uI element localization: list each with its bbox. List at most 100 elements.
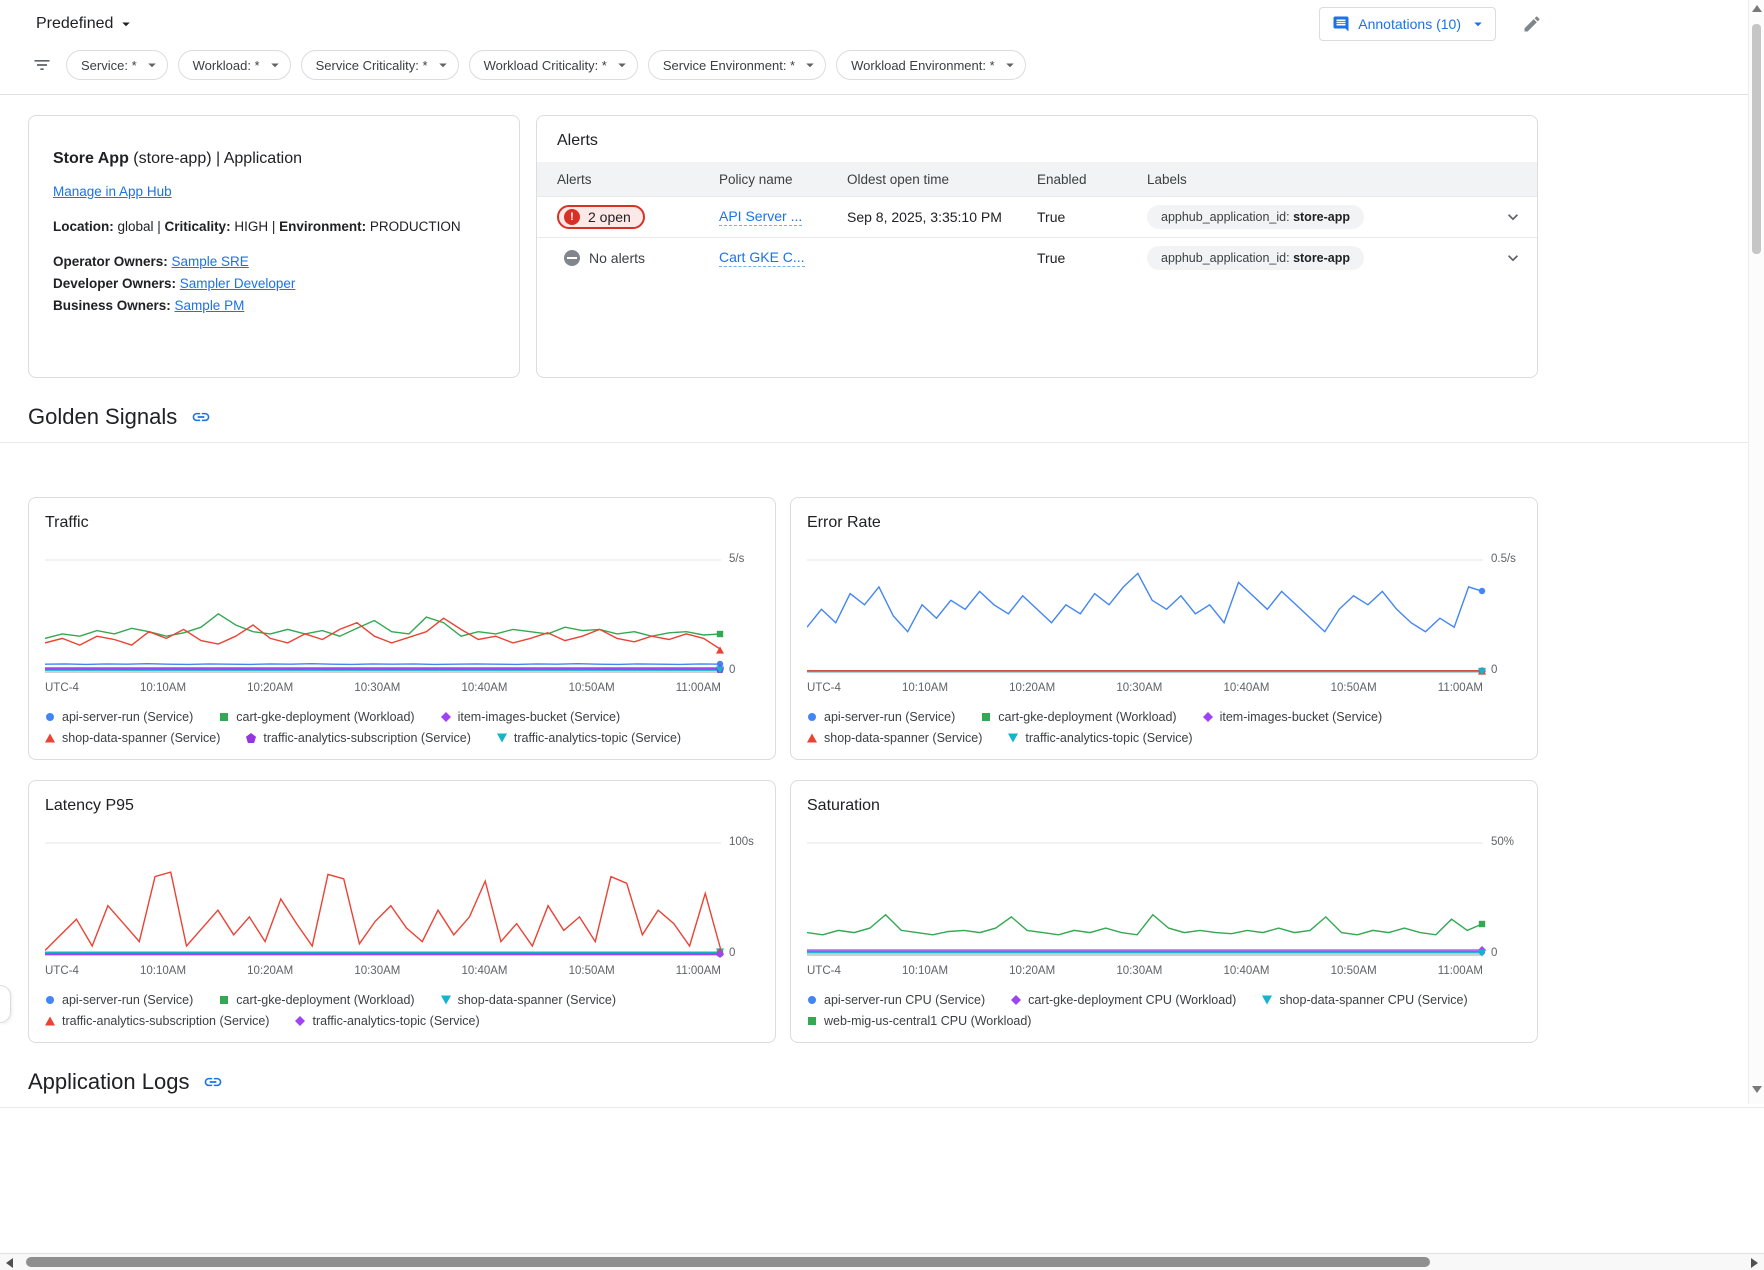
scroll-right-arrow[interactable] <box>1751 1258 1758 1268</box>
alerts-table-row[interactable]: No alerts Cart GKE C... True apphub_applica… <box>537 237 1537 278</box>
legend-label: shop-data-spanner (Service) <box>457 993 617 1007</box>
filter-chip-3[interactable]: Workload Criticality: * <box>468 50 638 80</box>
legend-item[interactable]: traffic-analytics-topic (Service) <box>496 731 682 745</box>
owner-line: Developer Owners: Sampler Developer <box>53 273 495 295</box>
legend-item[interactable]: cart-gke-deployment (Workload) <box>981 710 1177 724</box>
label-chip[interactable]: apphub_application_id: store-app <box>1147 205 1365 229</box>
alerts-table-row[interactable]: ! 2 open API Server ... Sep 8, 2025, 3:35:1… <box>537 196 1537 237</box>
panel-edge-handle[interactable] <box>0 985 11 1023</box>
legend-label: api-server-run (Service) <box>824 710 956 724</box>
legend-item[interactable]: api-server-run (Service) <box>45 993 193 1007</box>
filter-chip-2[interactable]: Service Criticality: * <box>300 50 459 80</box>
link-icon[interactable] <box>191 407 211 427</box>
filter-chip-label: Service Criticality: * <box>315 57 428 73</box>
application-logs-title: Application Logs <box>28 1069 190 1094</box>
legend-item[interactable]: cart-gke-deployment (Workload) <box>219 993 415 1007</box>
manage-app-hub-link[interactable]: Manage in App Hub <box>53 184 172 199</box>
owner-link[interactable]: Sample PM <box>174 298 245 313</box>
predefined-dropdown[interactable]: Predefined <box>36 15 135 33</box>
alerts-table-body: ! 2 open API Server ... Sep 8, 2025, 3:35:1… <box>537 196 1537 278</box>
chevron-down-icon <box>1005 63 1014 68</box>
golden-signals-charts: Traffic 5/s 0 UTC-4 10:10AM 10:20AM 10:30AM 10:… <box>28 497 1764 1043</box>
legend-item[interactable]: traffic-analytics-topic (Service) <box>1008 731 1193 745</box>
legend-item[interactable]: cart-gke-deployment CPU (Workload) <box>1011 993 1236 1007</box>
x-axis-labels: UTC-4 10:10AM 10:20AM 10:30AM 10:40AM 10:50AM… <box>807 682 1483 694</box>
legend-label: cart-gke-deployment CPU (Workload) <box>1028 993 1237 1007</box>
owner-link[interactable]: Sampler Developer <box>179 276 296 291</box>
vertical-scrollbar[interactable] <box>1748 0 1764 1104</box>
legend-label: cart-gke-deployment (Workload) <box>236 710 415 724</box>
legend-item[interactable]: shop-data-spanner (Service) <box>440 993 617 1007</box>
alerts-table-header: Alerts Policy name Oldest open time Enabled… <box>537 162 1537 196</box>
chart-plot[interactable] <box>807 548 1486 678</box>
legend-item[interactable]: item-images-bucket (Service) <box>440 710 620 724</box>
filter-chip-5[interactable]: Workload Environment: * <box>836 50 1026 80</box>
filter-chip-1[interactable]: Workload: * <box>177 50 291 80</box>
chevron-down-icon <box>1474 22 1482 27</box>
policy-name-link[interactable]: API Server ... <box>719 208 803 226</box>
column-header-oldest-open-time: Oldest open time <box>847 171 950 187</box>
annotations-button[interactable]: Annotations (10) <box>1319 7 1496 41</box>
y-max-label: 5/s <box>729 553 745 565</box>
chart-card-latency-p95: Latency P95 100s 0 UTC-4 10:10AM 10:20AM 10:30… <box>28 780 776 1043</box>
chart-title: Latency P95 <box>45 797 134 814</box>
chart-plot[interactable] <box>807 831 1486 961</box>
y-max-label: 0.5/s <box>1491 553 1516 565</box>
legend-item[interactable]: api-server-run CPU (Service) <box>807 993 985 1007</box>
chart-card-saturation: Saturation 50% 0 UTC-4 10:10AM 10:20AM 10:30AM… <box>790 780 1538 1043</box>
y-min-label: 0 <box>729 947 736 959</box>
column-header-labels: Labels <box>1147 171 1187 187</box>
chevron-down-icon <box>1508 255 1518 262</box>
legend-item[interactable]: traffic-analytics-subscription (Service) <box>45 1014 269 1028</box>
expand-row-button[interactable] <box>1481 207 1537 227</box>
horizontal-scrollbar[interactable] <box>0 1253 1764 1270</box>
vertical-scroll-thumb[interactable] <box>1752 24 1761 254</box>
application-title: Store App (store-app) | Application <box>53 150 302 167</box>
edit-icon[interactable] <box>1522 14 1542 34</box>
filter-chip-4[interactable]: Service Environment: * <box>647 50 827 80</box>
expand-row-button[interactable] <box>1481 248 1537 268</box>
golden-signals-title: Golden Signals <box>28 404 178 429</box>
legend-item[interactable]: shop-data-spanner (Service) <box>807 731 982 745</box>
enabled-value: True <box>1037 250 1066 266</box>
predefined-label: Predefined <box>36 15 114 32</box>
label-chip[interactable]: apphub_application_id: store-app <box>1147 246 1365 270</box>
chart-plot[interactable] <box>45 831 724 961</box>
alert-error-icon: ! <box>564 209 580 225</box>
legend-item[interactable]: api-server-run (Service) <box>45 710 193 724</box>
legend-item[interactable]: traffic-analytics-topic (Service) <box>295 1014 480 1028</box>
scroll-left-arrow[interactable] <box>6 1258 13 1268</box>
legend-item[interactable]: shop-data-spanner CPU (Service) <box>1262 993 1468 1007</box>
legend-label: shop-data-spanner CPU (Service) <box>1279 993 1468 1007</box>
annotations-label: Annotations (10) <box>1358 16 1461 32</box>
horizontal-scroll-thumb[interactable] <box>26 1257 1430 1267</box>
toolbar-actions: Annotations (10) <box>1319 7 1542 41</box>
y-axis-labels: 100s 0 <box>721 831 759 961</box>
legend-item[interactable]: item-images-bucket (Service) <box>1202 710 1382 724</box>
chart-plot[interactable] <box>45 548 724 678</box>
series-end-marker <box>716 646 724 654</box>
filter-chip-0[interactable]: Service: * <box>66 50 168 80</box>
legend-item[interactable]: api-server-run (Service) <box>807 710 955 724</box>
series-end-marker <box>1478 668 1486 676</box>
owner-link[interactable]: Sample SRE <box>171 254 249 269</box>
scroll-down-arrow[interactable] <box>1752 1086 1762 1093</box>
legend-item[interactable]: traffic-analytics-subscription (Service) <box>246 731 471 745</box>
series-end-marker <box>716 666 724 674</box>
y-min-label: 0 <box>729 664 736 676</box>
filter-chips: Service: * Workload: * Service Criticality… <box>66 50 1026 80</box>
x-axis-labels: UTC-4 10:10AM 10:20AM 10:30AM 10:40AM 10:50AM… <box>807 965 1483 977</box>
link-icon[interactable] <box>203 1072 223 1092</box>
owner-label: Developer Owners: <box>53 276 180 291</box>
y-axis-labels: 5/s 0 <box>721 548 759 678</box>
legend-label: api-server-run CPU (Service) <box>824 993 986 1007</box>
legend-item[interactable]: shop-data-spanner (Service) <box>45 731 220 745</box>
legend-item[interactable]: cart-gke-deployment (Workload) <box>219 710 415 724</box>
legend-label: traffic-analytics-topic (Service) <box>513 731 682 745</box>
legend-label: traffic-analytics-topic (Service) <box>1025 731 1193 745</box>
scroll-up-arrow[interactable] <box>1752 5 1762 12</box>
policy-name-link[interactable]: Cart GKE C... <box>719 249 805 267</box>
x-axis-labels: UTC-4 10:10AM 10:20AM 10:30AM 10:40AM 10:50AM… <box>45 965 721 977</box>
series-end-marker <box>1478 587 1486 595</box>
legend-item[interactable]: web-mig-us-central1 CPU (Workload) <box>807 1014 1031 1028</box>
